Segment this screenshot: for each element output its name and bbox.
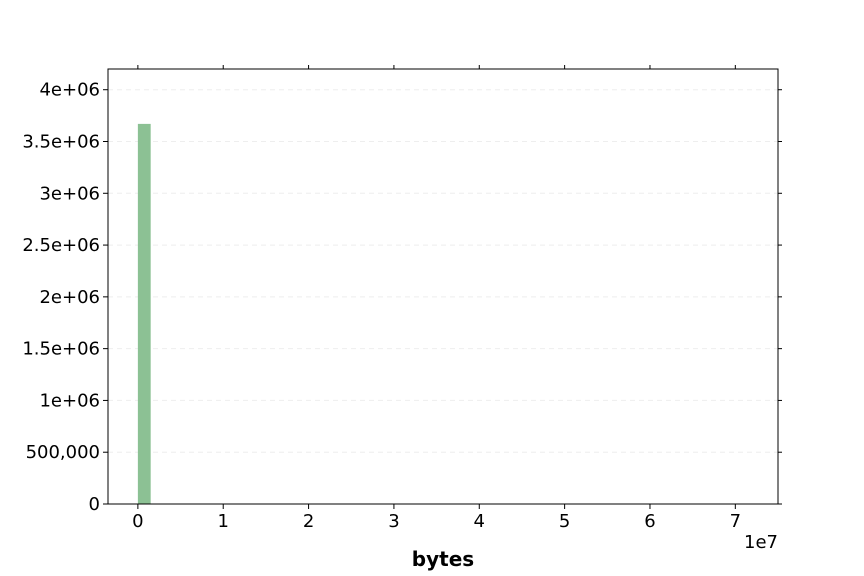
y-tick-label: 3e+06: [39, 183, 100, 204]
x-axis-offset-label: 1e7: [744, 532, 778, 553]
x-tick-label: 0: [132, 511, 143, 532]
y-tick-label: 1.5e+06: [22, 339, 100, 360]
y-tick-label: 2e+06: [39, 287, 100, 308]
x-tick-label: 1: [217, 511, 228, 532]
y-tick-label: 3.5e+06: [22, 132, 100, 153]
y-tick-label: 500,000: [26, 442, 100, 463]
plot-frame: [107, 68, 779, 505]
x-tick-label: 5: [559, 511, 570, 532]
y-tick-label: 2.5e+06: [22, 235, 100, 256]
y-ticks: 0 500,000 1e+06 1.5e+06 2e+06 2.5e+06 3e+06 3.5…: [22, 80, 782, 515]
x-ticks: 0 1 2 3 4 5 6 7: [132, 65, 741, 532]
x-tick-label: 4: [474, 511, 485, 532]
x-tick-label: 2: [303, 511, 314, 532]
histogram-bar: [137, 123, 151, 505]
x-axis-label: bytes: [412, 547, 474, 571]
y-tick-label: 1e+06: [39, 390, 100, 411]
bars: [137, 123, 151, 505]
x-tick-label: 3: [388, 511, 399, 532]
x-tick-label: 6: [644, 511, 655, 532]
y-tick-label: 4e+06: [39, 80, 100, 101]
y-tick-label: 0: [89, 494, 100, 515]
x-tick-label: 7: [730, 511, 741, 532]
gridlines: [108, 89, 778, 453]
